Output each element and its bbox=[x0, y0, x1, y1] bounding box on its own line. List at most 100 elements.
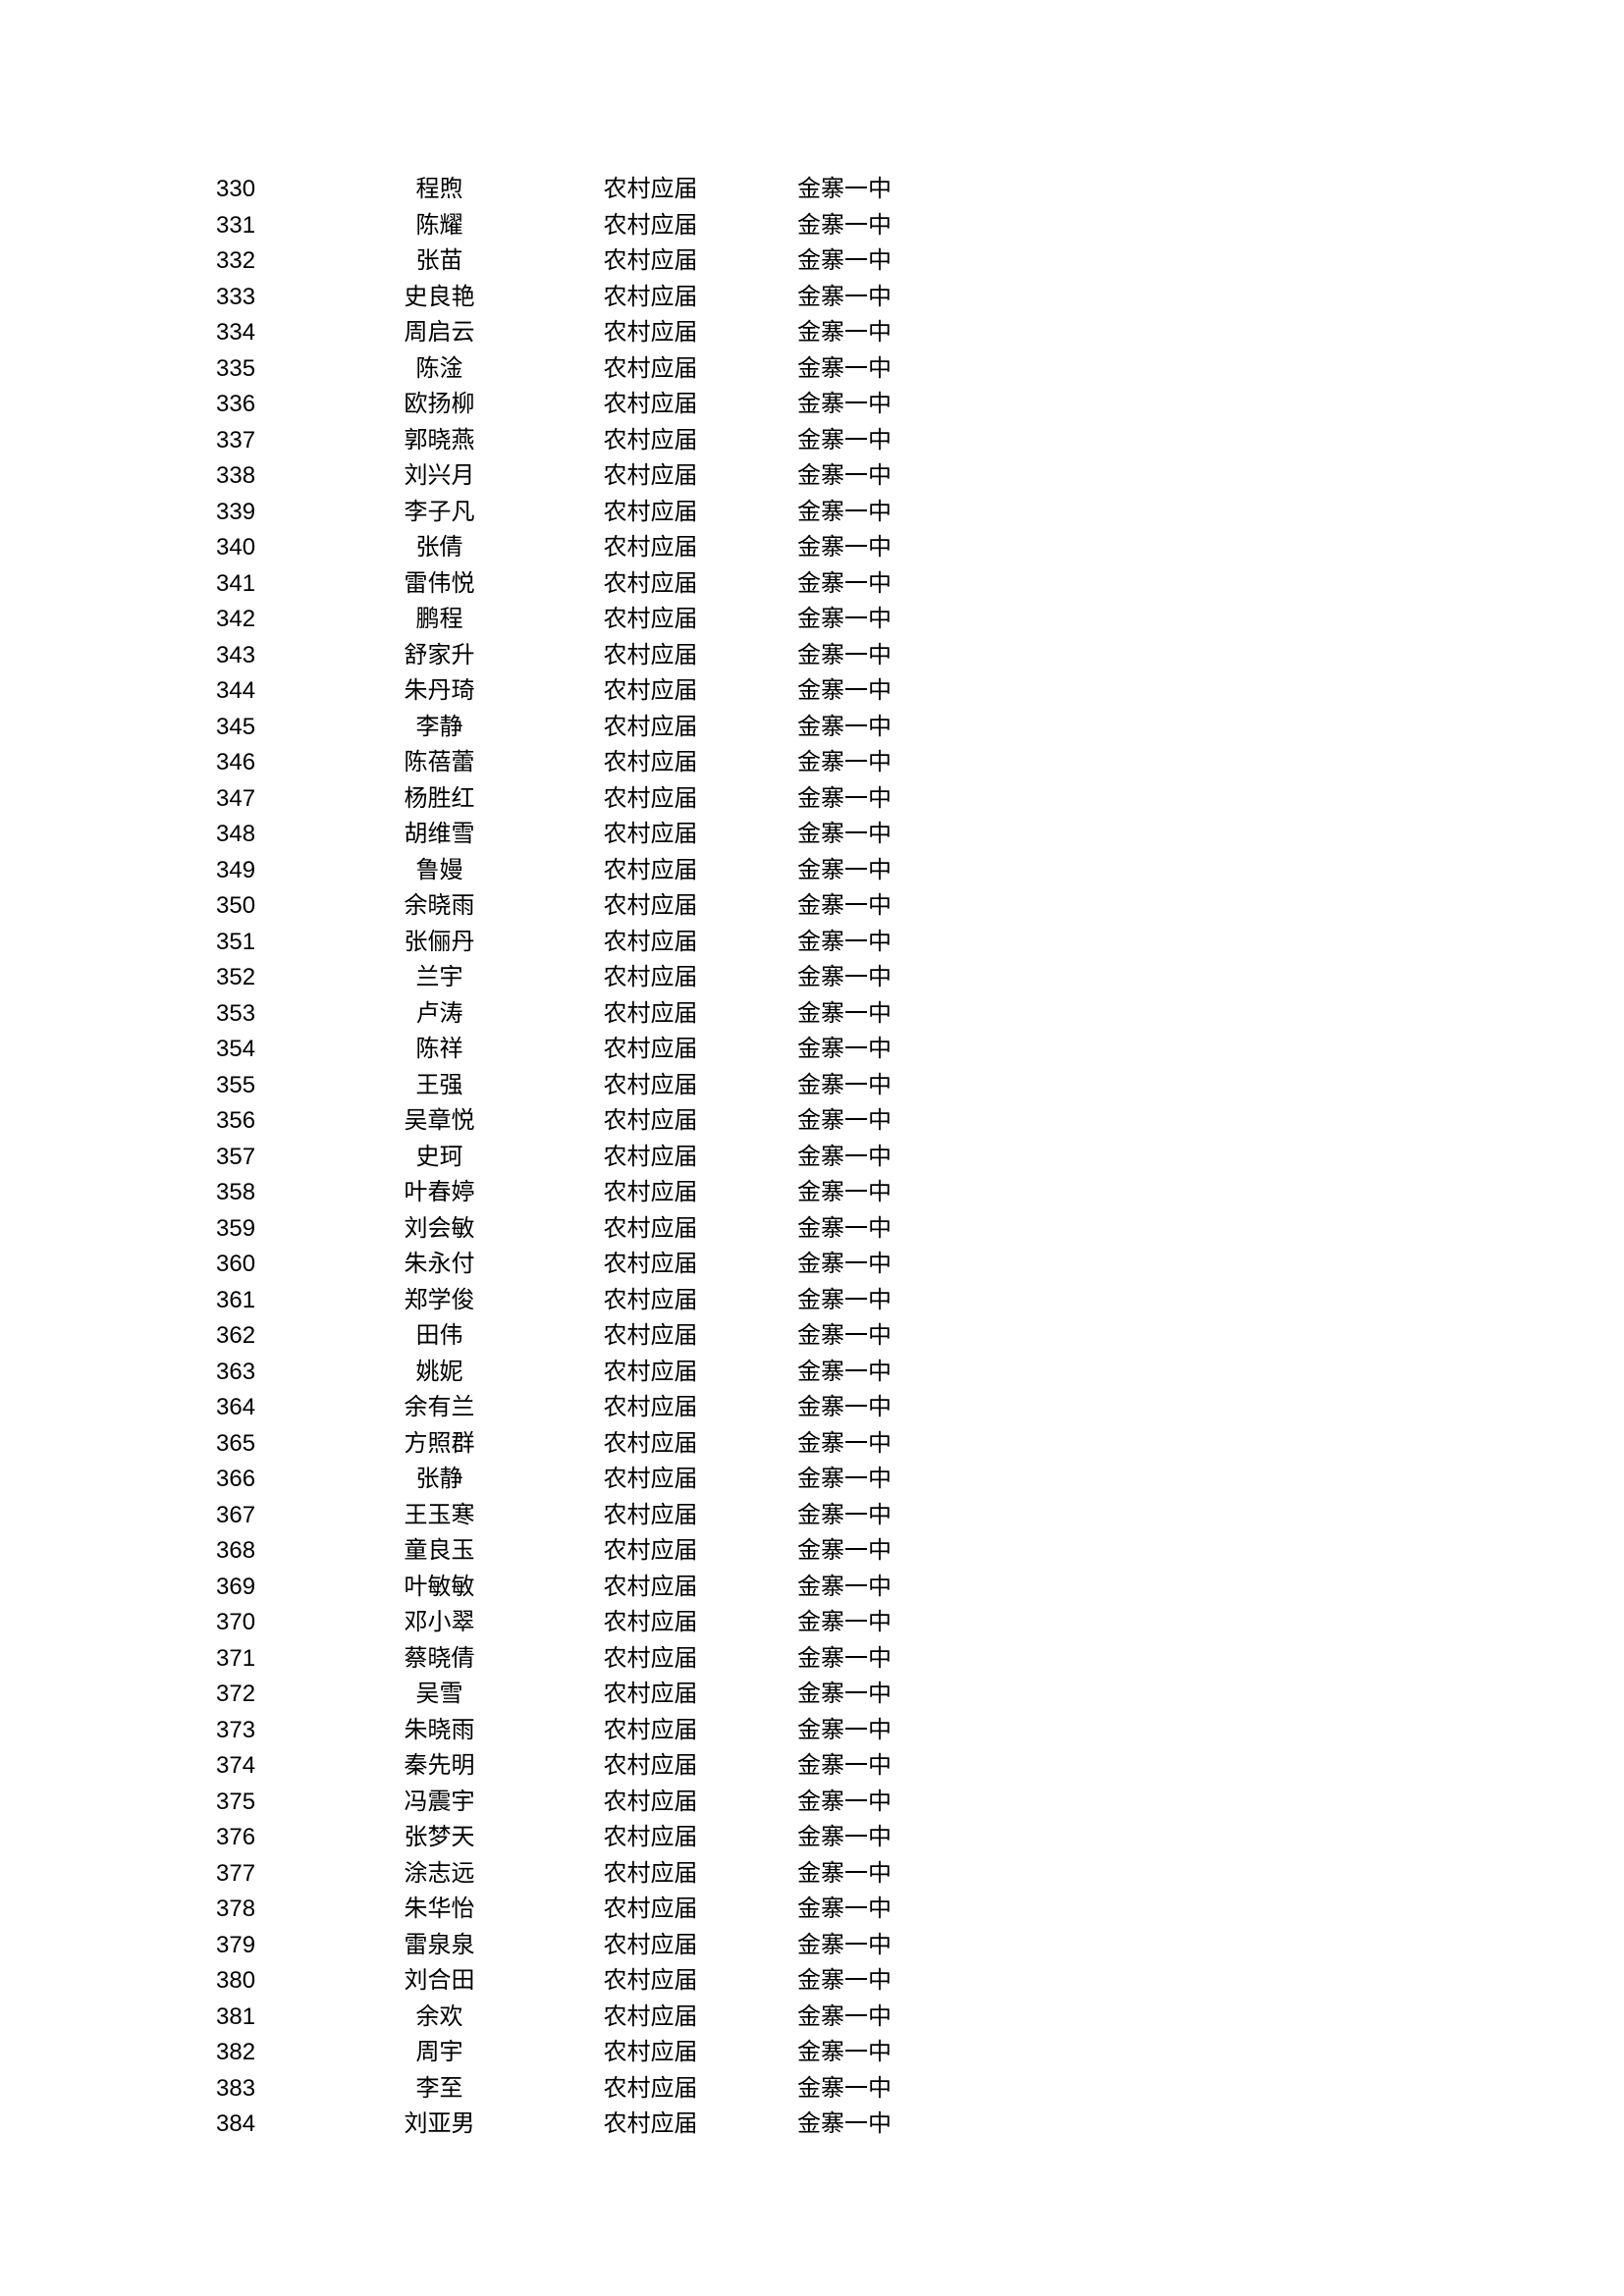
school: 金寨一中 bbox=[766, 638, 923, 674]
row-number: 364 bbox=[216, 1390, 344, 1426]
category: 农村应届 bbox=[535, 1713, 766, 1749]
row-number: 346 bbox=[216, 745, 344, 781]
category: 农村应届 bbox=[535, 1748, 766, 1785]
row-number: 347 bbox=[216, 781, 344, 818]
category: 农村应届 bbox=[535, 853, 766, 889]
row-number: 351 bbox=[216, 925, 344, 961]
school: 金寨一中 bbox=[766, 960, 923, 996]
student-name: 张倩 bbox=[344, 530, 535, 566]
category: 农村应届 bbox=[535, 2000, 766, 2036]
student-name: 张静 bbox=[344, 1462, 535, 1498]
row-number: 343 bbox=[216, 638, 344, 674]
row-number: 373 bbox=[216, 1713, 344, 1749]
student-name: 张梦天 bbox=[344, 1820, 535, 1856]
row-number: 349 bbox=[216, 853, 344, 889]
category: 农村应届 bbox=[535, 710, 766, 746]
category: 农村应届 bbox=[535, 996, 766, 1033]
table-row: 354陈祥农村应届金寨一中 bbox=[216, 1032, 923, 1068]
student-name: 胡维雪 bbox=[344, 817, 535, 853]
row-number: 359 bbox=[216, 1211, 344, 1248]
category: 农村应届 bbox=[535, 638, 766, 674]
table-row: 353卢涛农村应届金寨一中 bbox=[216, 996, 923, 1033]
table-row: 343舒家升农村应届金寨一中 bbox=[216, 638, 923, 674]
row-number: 357 bbox=[216, 1140, 344, 1176]
table-row: 361郑学俊农村应届金寨一中 bbox=[216, 1283, 923, 1319]
school: 金寨一中 bbox=[766, 925, 923, 961]
row-number: 361 bbox=[216, 1283, 344, 1319]
student-name: 朱丹琦 bbox=[344, 673, 535, 710]
table-row: 331陈耀农村应届金寨一中 bbox=[216, 208, 923, 244]
student-name: 姚妮 bbox=[344, 1355, 535, 1391]
school: 金寨一中 bbox=[766, 888, 923, 925]
category: 农村应届 bbox=[535, 1390, 766, 1426]
table-row: 379雷泉泉农村应届金寨一中 bbox=[216, 1928, 923, 1964]
table-row: 349鲁嫚农村应届金寨一中 bbox=[216, 853, 923, 889]
student-name: 鹏程 bbox=[344, 602, 535, 638]
school: 金寨一中 bbox=[766, 817, 923, 853]
row-number: 352 bbox=[216, 960, 344, 996]
category: 农村应届 bbox=[535, 280, 766, 316]
school: 金寨一中 bbox=[766, 996, 923, 1033]
table-row: 341雷伟悦农村应届金寨一中 bbox=[216, 566, 923, 603]
table-row: 359刘会敏农村应届金寨一中 bbox=[216, 1211, 923, 1248]
table-row: 350余晓雨农村应届金寨一中 bbox=[216, 888, 923, 925]
school: 金寨一中 bbox=[766, 208, 923, 244]
school: 金寨一中 bbox=[766, 1641, 923, 1678]
category: 农村应届 bbox=[535, 566, 766, 603]
student-name: 刘亚男 bbox=[344, 2107, 535, 2143]
school: 金寨一中 bbox=[766, 1283, 923, 1319]
student-name: 田伟 bbox=[344, 1318, 535, 1355]
table-row: 330程煦农村应届金寨一中 bbox=[216, 172, 923, 208]
student-name: 蔡晓倩 bbox=[344, 1641, 535, 1678]
row-number: 363 bbox=[216, 1355, 344, 1391]
student-name: 雷泉泉 bbox=[344, 1928, 535, 1964]
table-row: 360朱永付农村应届金寨一中 bbox=[216, 1247, 923, 1283]
school: 金寨一中 bbox=[766, 1068, 923, 1104]
school: 金寨一中 bbox=[766, 1355, 923, 1391]
row-number: 377 bbox=[216, 1856, 344, 1893]
row-number: 354 bbox=[216, 1032, 344, 1068]
category: 农村应届 bbox=[535, 960, 766, 996]
student-name: 周启云 bbox=[344, 315, 535, 351]
school: 金寨一中 bbox=[766, 1820, 923, 1856]
category: 农村应届 bbox=[535, 387, 766, 423]
category: 农村应届 bbox=[535, 1355, 766, 1391]
category: 农村应届 bbox=[535, 458, 766, 495]
student-name: 涂志远 bbox=[344, 1856, 535, 1893]
row-number: 335 bbox=[216, 351, 344, 388]
table-row: 337郭晓燕农村应届金寨一中 bbox=[216, 423, 923, 459]
school: 金寨一中 bbox=[766, 1605, 923, 1641]
school: 金寨一中 bbox=[766, 1677, 923, 1713]
category: 农村应届 bbox=[535, 208, 766, 244]
table-row: 368童良玉农村应届金寨一中 bbox=[216, 1533, 923, 1570]
row-number: 374 bbox=[216, 1748, 344, 1785]
row-number: 353 bbox=[216, 996, 344, 1033]
school: 金寨一中 bbox=[766, 530, 923, 566]
student-name: 冯震宇 bbox=[344, 1785, 535, 1821]
row-number: 369 bbox=[216, 1570, 344, 1606]
table-row: 382周宇农村应届金寨一中 bbox=[216, 2035, 923, 2071]
school: 金寨一中 bbox=[766, 1390, 923, 1426]
student-name: 刘合田 bbox=[344, 1963, 535, 2000]
category: 农村应届 bbox=[535, 1570, 766, 1606]
table-row: 381余欢农村应届金寨一中 bbox=[216, 2000, 923, 2036]
student-name: 舒家升 bbox=[344, 638, 535, 674]
row-number: 342 bbox=[216, 602, 344, 638]
row-number: 365 bbox=[216, 1426, 344, 1463]
row-number: 330 bbox=[216, 172, 344, 208]
row-number: 362 bbox=[216, 1318, 344, 1355]
school: 金寨一中 bbox=[766, 1570, 923, 1606]
school: 金寨一中 bbox=[766, 458, 923, 495]
student-name: 张苗 bbox=[344, 243, 535, 280]
student-name: 童良玉 bbox=[344, 1533, 535, 1570]
student-name: 余有兰 bbox=[344, 1390, 535, 1426]
row-number: 376 bbox=[216, 1820, 344, 1856]
table-row: 377涂志远农村应届金寨一中 bbox=[216, 1856, 923, 1893]
school: 金寨一中 bbox=[766, 745, 923, 781]
school: 金寨一中 bbox=[766, 351, 923, 388]
student-name: 兰宇 bbox=[344, 960, 535, 996]
row-number: 379 bbox=[216, 1928, 344, 1964]
row-number: 333 bbox=[216, 280, 344, 316]
student-name: 卢涛 bbox=[344, 996, 535, 1033]
category: 农村应届 bbox=[535, 1318, 766, 1355]
